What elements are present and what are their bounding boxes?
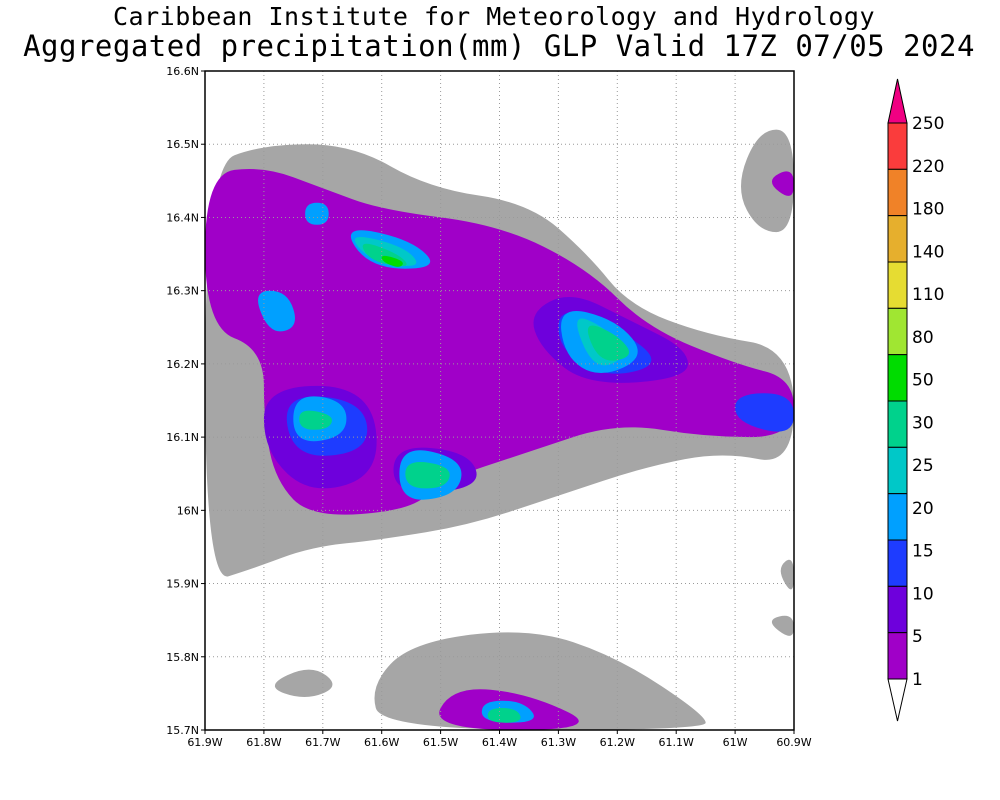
colorbar-band-12 [887,122,908,170]
y-tick-label: 16.3N [166,285,199,298]
precip-area-level-5-4 [258,290,295,332]
precip-area-level-7-2 [299,410,333,430]
precip-area-level-1-4 [780,559,794,590]
colorbar-label: 250 [912,114,944,134]
colorbar-bottom-triangle [887,678,908,722]
colorbar-label: 50 [912,371,934,391]
colorbar-band-4 [887,493,908,541]
x-axis-ticks: 61.9W 61.8W 61.7W 61.6W 61.5W 61.4W 61.3W 61.2W… [187,730,812,749]
x-tick-label: 61.8W [246,736,281,749]
chart-title-line1: Caribbean Institute for Meteorology and … [112,2,875,31]
colorbar-label: 180 [912,200,944,220]
colorbar-label: 20 [912,499,934,519]
y-tick-label: 16.6N [166,65,199,78]
x-tick-label: 61.4W [482,736,517,749]
precip-area-level-1-5 [771,615,794,636]
colorbar-label: 15 [912,542,934,562]
y-tick-label: 16.5N [166,138,199,151]
colorbar-band-5 [887,446,908,495]
colorbar-top-triangle [887,78,908,124]
y-tick-label: 16.1N [166,431,199,444]
colorbar-label: 1 [912,670,923,690]
colorbar-label: 110 [912,285,944,305]
precip-area-level-7-0 [587,325,630,361]
colorbar-band-11 [887,168,908,217]
colorbar-label: 5 [912,627,923,647]
colorbar-band-1 [887,632,908,680]
colorbar-band-2 [887,585,908,634]
x-tick-label: 60.9W [776,736,811,749]
precip-area-level-8-0 [381,255,403,267]
x-tick-label: 61.9W [187,736,222,749]
precip-area-level-4-0 [735,393,794,432]
colorbar-band-3 [887,539,908,587]
colorbar-label: 10 [912,584,934,604]
precip-area-level-5-6 [305,202,329,225]
colorbar-label: 30 [912,413,934,433]
y-tick-label: 15.9N [166,578,199,591]
y-tick-label: 15.8N [166,651,199,664]
y-axis-ticks: 15.7N 15.8N 15.9N 16N 16.1N 16.2N 16.3N 16.4N 16… [166,65,205,737]
precip-area-level-2-2 [771,171,794,196]
precip-contours [205,129,794,730]
precip-area-level-1-1 [741,129,794,233]
colorbar-band-8 [887,307,908,356]
precip-area-level-7-3 [405,461,450,489]
y-tick-label: 16.4N [166,211,199,224]
x-tick-label: 61.2W [600,736,635,749]
colorbar-band-7 [887,354,908,402]
precip-area-level-7-4 [487,708,521,723]
x-tick-label: 61W [723,736,748,749]
colorbar-band-10 [887,215,908,263]
y-tick-label: 15.7N [166,724,199,737]
precip-area-level-1-3 [274,669,333,698]
x-tick-label: 61.1W [659,736,694,749]
colorbar-label: 25 [912,456,934,476]
x-tick-label: 61.3W [541,736,576,749]
y-tick-label: 16.2N [166,358,199,371]
colorbar-label: 140 [912,242,944,262]
colorbar-band-6 [887,400,908,448]
x-tick-label: 61.6W [364,736,399,749]
x-tick-label: 61.7W [305,736,340,749]
chart-title-line2: Aggregated precipitation(mm) GLP Valid 1… [23,29,975,63]
x-tick-label: 61.5W [423,736,458,749]
colorbar-label: 220 [912,157,944,177]
colorbar-band-9 [887,261,908,309]
y-tick-label: 16N [177,504,199,517]
colorbar-label: 80 [912,328,934,348]
